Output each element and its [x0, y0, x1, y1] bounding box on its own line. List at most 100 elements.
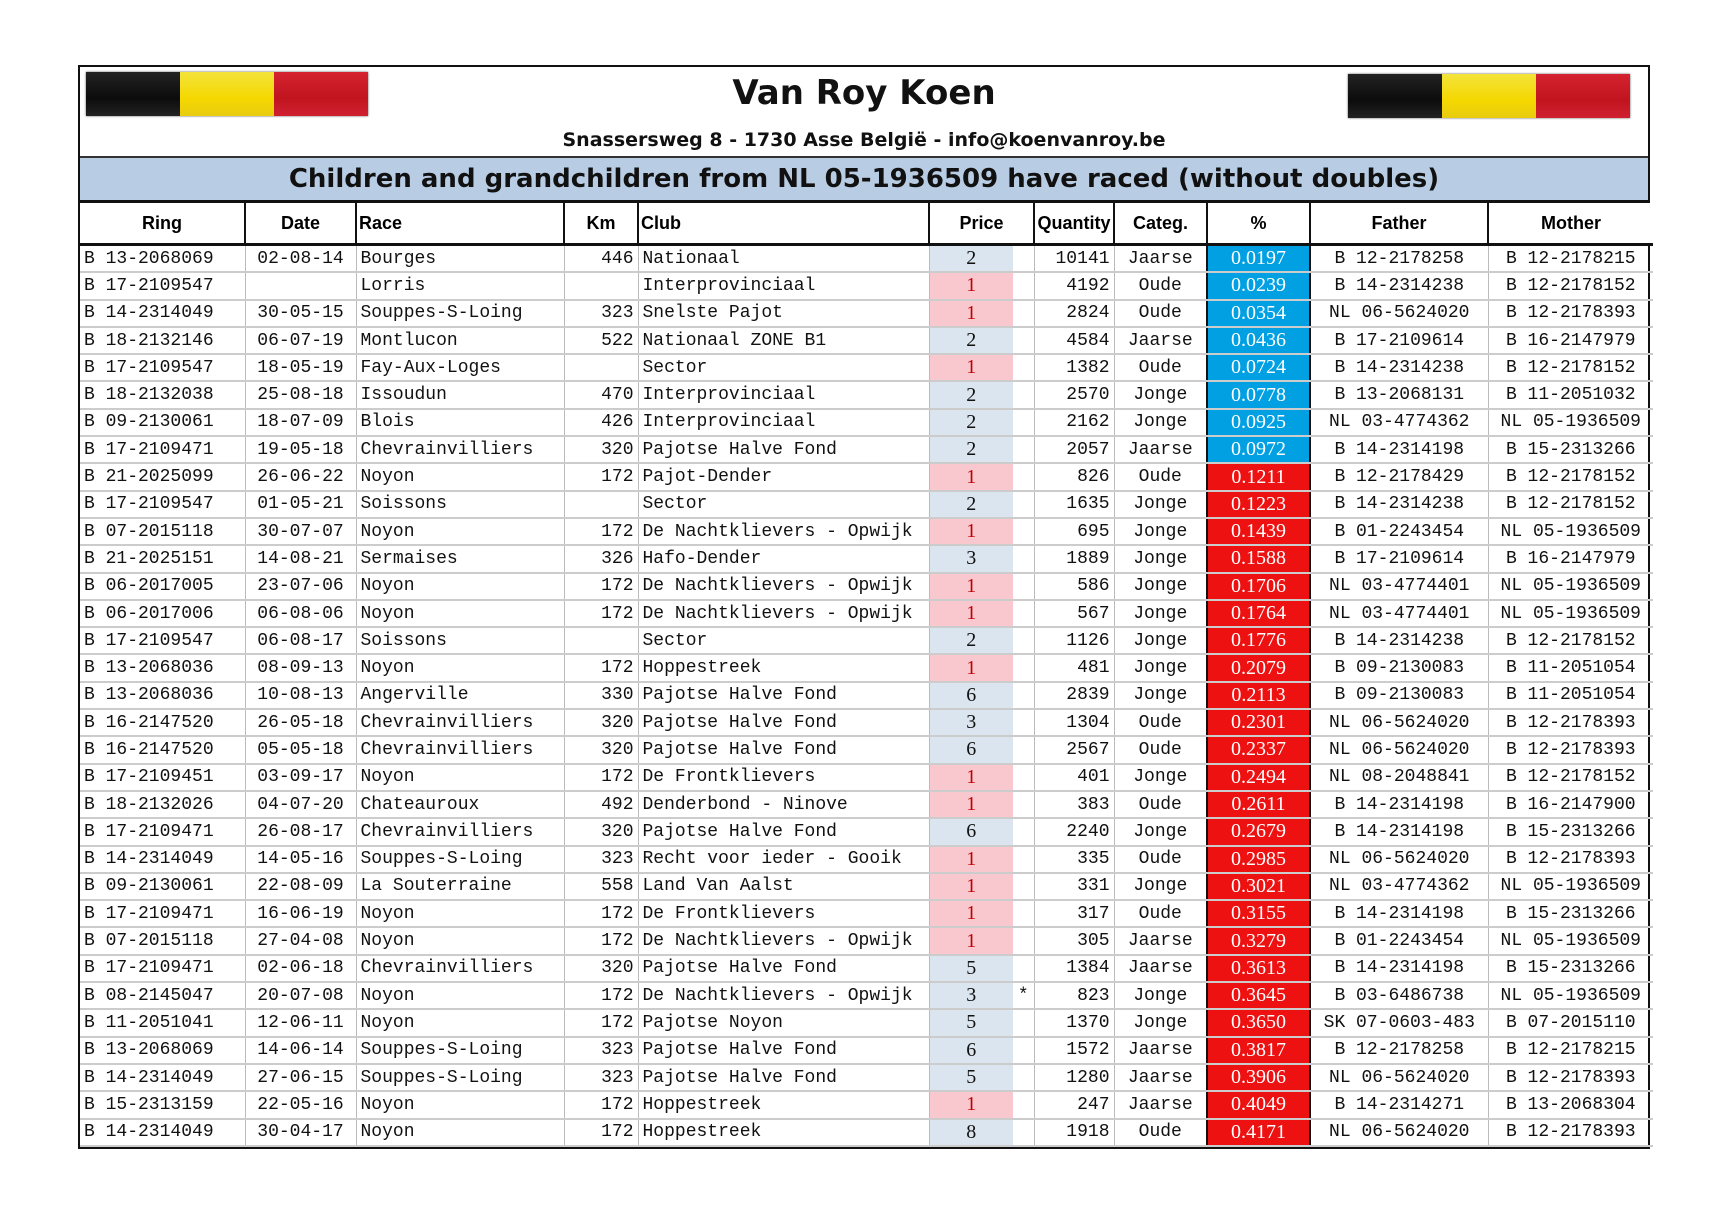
cell-club: Interprovinciaal — [638, 272, 930, 301]
cell-date: 06-08-17 — [245, 627, 357, 656]
cell-father: NL 03-4774401 — [1310, 599, 1489, 629]
cell-km — [564, 627, 639, 656]
cell-club: Pajotse Halve Fond — [638, 954, 930, 984]
cell-categ: Oude — [1114, 900, 1208, 929]
cell-categ: Jonge — [1114, 517, 1208, 547]
cell-categ: Oude — [1114, 845, 1208, 874]
cell-father: B 14-2314238 — [1310, 627, 1489, 656]
cell-race: Noyon — [356, 1009, 565, 1038]
cell-categ: Jaarse — [1114, 1091, 1208, 1120]
cell-mother: NL 05-1936509 — [1488, 927, 1654, 956]
cell-race: Lorris — [356, 272, 565, 301]
cell-quantity: 331 — [1034, 872, 1115, 902]
cell-categ: Jonge — [1114, 627, 1208, 656]
cell-quantity: 383 — [1034, 790, 1115, 820]
cell-club: Pajotse Halve Fond — [638, 1036, 930, 1065]
cell-quantity: 2839 — [1034, 681, 1115, 711]
cell-mother: B 12-2178152 — [1488, 354, 1654, 383]
cell-star — [1013, 736, 1035, 765]
cell-race: Fay-Aux-Loges — [356, 354, 565, 383]
cell-quantity: 1889 — [1034, 545, 1115, 574]
cell-price: 1 — [929, 763, 1013, 792]
cell-father: B 13-2068131 — [1310, 381, 1489, 410]
cell-price: 1 — [929, 900, 1013, 929]
cell-quantity: 2057 — [1034, 436, 1115, 465]
cell-date: 30-04-17 — [245, 1118, 357, 1147]
cell-father: B 14-2314238 — [1310, 272, 1489, 301]
cell-categ: Jonge — [1114, 763, 1208, 792]
cell-star — [1013, 927, 1035, 956]
cell-percent: 0.4171 — [1206, 1118, 1312, 1147]
cell-star — [1013, 872, 1035, 902]
table-row: B 09-2130061 18-07-09 Blois 426 Interprovinc… — [80, 408, 1654, 438]
cell-categ: Jonge — [1114, 572, 1208, 601]
cell-km: 320 — [564, 954, 639, 984]
cell-quantity: 335 — [1034, 845, 1115, 874]
cell-star — [1013, 1091, 1035, 1120]
cell-percent: 0.3817 — [1206, 1036, 1312, 1065]
cell-mother: B 12-2178152 — [1488, 490, 1654, 519]
cell-date: 30-07-07 — [245, 517, 357, 547]
cell-km: 172 — [564, 1009, 639, 1038]
cell-km: 172 — [564, 982, 639, 1011]
cell-mother: NL 05-1936509 — [1488, 599, 1654, 629]
cell-star — [1013, 572, 1035, 601]
cell-km: 426 — [564, 408, 639, 438]
cell-ring: B 13-2068036 — [80, 654, 246, 683]
cell-percent: 0.1439 — [1206, 517, 1312, 547]
cell-club: Snelste Pajot — [638, 299, 930, 328]
cell-categ: Jonge — [1114, 599, 1208, 629]
cell-mother: B 12-2178152 — [1488, 627, 1654, 656]
cell-percent: 0.1764 — [1206, 599, 1312, 629]
cell-star — [1013, 790, 1035, 820]
cell-father: NL 03-4774362 — [1310, 872, 1489, 902]
cell-club: De Nachtklievers - Opwijk — [638, 599, 930, 629]
cell-father: B 14-2314198 — [1310, 900, 1489, 929]
cell-date: 30-05-15 — [245, 299, 357, 328]
cell-km: 172 — [564, 1118, 639, 1147]
cell-quantity: 1126 — [1034, 627, 1115, 656]
cell-quantity: 1635 — [1034, 490, 1115, 519]
cell-race: Noyon — [356, 982, 565, 1011]
cell-km: 320 — [564, 436, 639, 465]
cell-ring: B 07-2015118 — [80, 517, 246, 547]
cell-club: Pajotse Halve Fond — [638, 1063, 930, 1093]
cell-percent: 0.2679 — [1206, 818, 1312, 847]
cell-date: 22-08-09 — [245, 872, 357, 902]
cell-quantity: 1370 — [1034, 1009, 1115, 1038]
cell-quantity: 567 — [1034, 599, 1115, 629]
table-row: B 17-2109547 06-08-17 Soissons Sector 2 1126 J… — [80, 627, 1654, 656]
cell-mother: NL 05-1936509 — [1488, 872, 1654, 902]
cell-ring: B 17-2109471 — [80, 900, 246, 929]
cell-quantity: 2824 — [1034, 299, 1115, 328]
cell-date: 05-05-18 — [245, 736, 357, 765]
cell-race: Chevrainvilliers — [356, 954, 565, 984]
cell-father: NL 06-5624020 — [1310, 1118, 1489, 1147]
cell-km — [564, 272, 639, 301]
cell-km: 320 — [564, 736, 639, 765]
cell-race: Noyon — [356, 927, 565, 956]
cell-ring: B 18-2132026 — [80, 790, 246, 820]
cell-km: 172 — [564, 927, 639, 956]
cell-price: 2 — [929, 244, 1013, 274]
cell-club: Pajotse Halve Fond — [638, 709, 930, 738]
cell-star — [1013, 681, 1035, 711]
cell-club: De Frontklievers — [638, 900, 930, 929]
cell-categ: Oude — [1114, 709, 1208, 738]
cell-mother: B 12-2178152 — [1488, 272, 1654, 301]
cell-race: Chevrainvilliers — [356, 736, 565, 765]
cell-club: Pajot-Dender — [638, 463, 930, 492]
table-row: B 06-2017005 23-07-06 Noyon 172 De Nachtklie… — [80, 572, 1654, 601]
cell-father: B 09-2130083 — [1310, 654, 1489, 683]
cell-race: Noyon — [356, 900, 565, 929]
cell-date: 18-07-09 — [245, 408, 357, 438]
cell-categ: Jonge — [1114, 681, 1208, 711]
cell-km: 172 — [564, 900, 639, 929]
table-row: B 17-2109471 16-06-19 Noyon 172 De Frontklie… — [80, 900, 1654, 929]
cell-star — [1013, 272, 1035, 301]
cell-father: B 14-2314238 — [1310, 354, 1489, 383]
cell-quantity: 1918 — [1034, 1118, 1115, 1147]
cell-father: NL 06-5624020 — [1310, 845, 1489, 874]
cell-price: 6 — [929, 736, 1013, 765]
cell-km: 323 — [564, 1036, 639, 1065]
